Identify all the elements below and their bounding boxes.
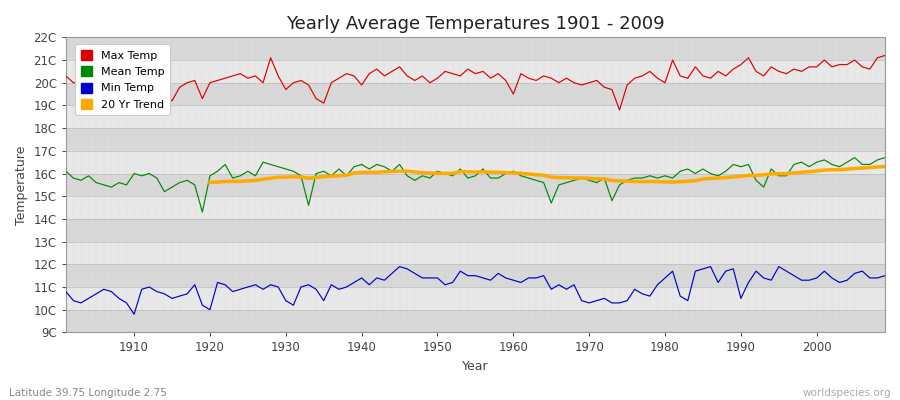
- Text: Latitude 39.75 Longitude 2.75: Latitude 39.75 Longitude 2.75: [9, 388, 166, 398]
- Bar: [66, 219, 885, 242]
- Bar: [66, 242, 885, 264]
- Bar: [66, 310, 885, 332]
- Y-axis label: Temperature: Temperature: [15, 145, 28, 224]
- Bar: [66, 37, 885, 60]
- Title: Yearly Average Temperatures 1901 - 2009: Yearly Average Temperatures 1901 - 2009: [286, 15, 665, 33]
- Bar: [66, 128, 885, 151]
- Bar: [66, 106, 885, 128]
- Bar: [66, 83, 885, 106]
- Bar: [66, 174, 885, 196]
- Bar: [66, 196, 885, 219]
- Bar: [66, 151, 885, 174]
- X-axis label: Year: Year: [462, 360, 489, 373]
- Bar: [66, 60, 885, 83]
- Bar: [66, 287, 885, 310]
- Legend: Max Temp, Mean Temp, Min Temp, 20 Yr Trend: Max Temp, Mean Temp, Min Temp, 20 Yr Tre…: [76, 44, 170, 115]
- Text: worldspecies.org: worldspecies.org: [803, 388, 891, 398]
- Bar: [66, 264, 885, 287]
